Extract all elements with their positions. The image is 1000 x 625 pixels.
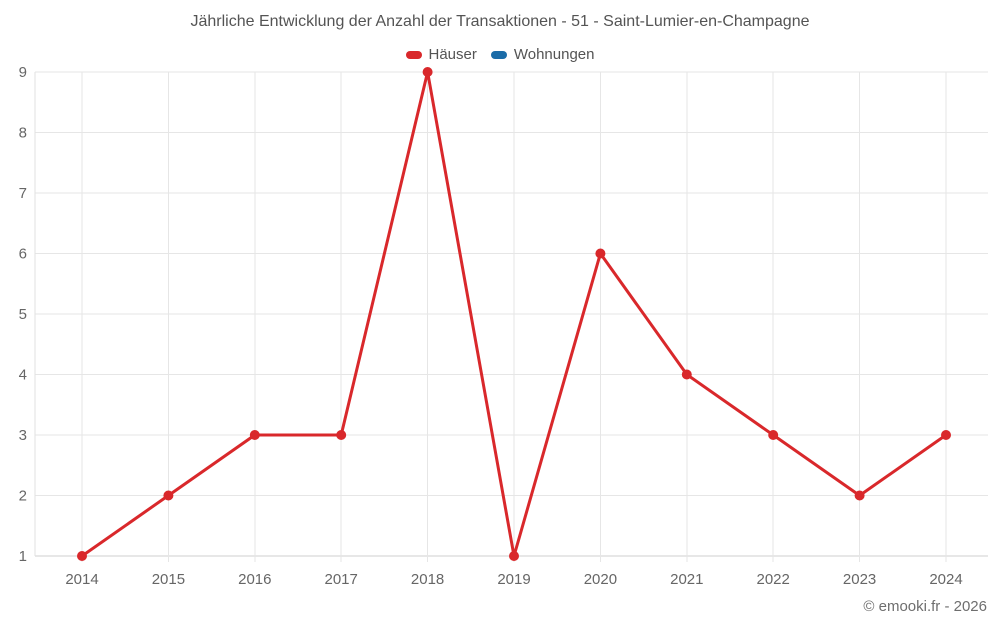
x-tick-label: 2015 <box>152 571 185 588</box>
legend-label-wohnungen: Wohnungen <box>513 46 595 63</box>
x-tick-label: 2016 <box>238 571 271 588</box>
y-tick-label: 3 <box>19 427 27 444</box>
y-tick-label: 7 <box>19 185 27 202</box>
data-point-h-user-2022[interactable] <box>768 430 779 440</box>
legend-swatch-haeuser <box>405 50 422 59</box>
data-point-h-user-2016[interactable] <box>249 430 260 440</box>
data-point-h-user-2023[interactable] <box>854 490 865 501</box>
y-tick-label: 5 <box>19 306 27 323</box>
x-tick-label: 2020 <box>584 571 617 588</box>
credit-text: © emooki.fr - 2026 <box>863 598 987 615</box>
x-tick-label: 2023 <box>843 571 876 588</box>
legend-item-wohnungen[interactable]: Wohnungen <box>490 46 595 63</box>
y-tick-label: 4 <box>19 367 27 384</box>
data-point-h-user-2018[interactable] <box>422 67 433 77</box>
data-point-h-user-2014[interactable] <box>77 551 87 561</box>
x-tick-label: 2021 <box>670 571 703 588</box>
y-tick-label: 1 <box>19 548 27 565</box>
legend-label-haeuser: Häuser <box>428 46 477 63</box>
x-tick-label: 2024 <box>929 571 962 588</box>
x-tick-label: 2022 <box>757 571 790 588</box>
data-point-h-user-2019[interactable] <box>509 551 519 561</box>
y-tick-label: 2 <box>19 488 27 505</box>
x-tick-label: 2017 <box>325 571 358 588</box>
legend-swatch-wohnungen <box>490 50 507 59</box>
chart-title: Jährliche Entwicklung der Anzahl der Tra… <box>190 13 810 30</box>
data-point-h-user-2024[interactable] <box>941 430 951 440</box>
y-tick-label: 9 <box>19 64 27 81</box>
x-tick-label: 2019 <box>497 571 530 588</box>
data-point-h-user-2015[interactable] <box>163 490 174 501</box>
y-tick-label: 8 <box>19 125 27 142</box>
legend-item-haeuser[interactable]: Häuser <box>405 46 477 63</box>
y-tick-label: 6 <box>19 246 27 263</box>
x-tick-label: 2018 <box>411 571 444 588</box>
data-point-h-user-2020[interactable] <box>595 248 606 259</box>
legend: Häuser Wohnungen <box>0 46 1000 63</box>
data-point-h-user-2017[interactable] <box>336 430 347 440</box>
x-tick-label: 2014 <box>65 571 98 588</box>
data-point-h-user-2021[interactable] <box>681 369 692 380</box>
